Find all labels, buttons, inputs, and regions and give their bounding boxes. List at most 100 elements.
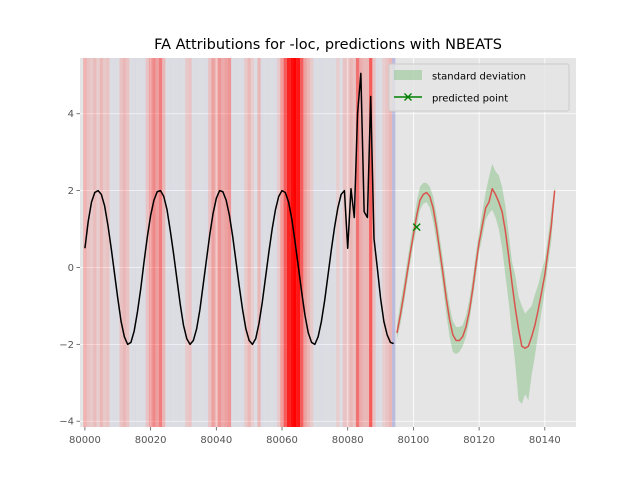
attribution-band xyxy=(329,58,333,427)
x-tick-label: 80040 xyxy=(200,435,232,446)
attribution-band xyxy=(260,58,264,427)
attribution-band xyxy=(263,58,268,427)
attribution-band xyxy=(355,58,360,427)
attribution-band xyxy=(99,58,103,427)
attribution-bands xyxy=(83,58,396,427)
attribution-band xyxy=(254,58,258,427)
attribution-band xyxy=(158,58,163,427)
attribution-band xyxy=(135,58,140,427)
attribution-band xyxy=(227,58,232,427)
plot-area xyxy=(80,58,576,427)
attribution-band xyxy=(319,58,324,427)
attribution-band xyxy=(102,58,107,427)
attribution-band xyxy=(309,58,314,427)
attribution-band xyxy=(323,58,327,427)
series-lines xyxy=(84,72,556,349)
attribution-band xyxy=(191,58,195,427)
attribution-band xyxy=(188,58,192,427)
attribution-band xyxy=(86,58,90,427)
attribution-band xyxy=(277,58,281,427)
attribution-band xyxy=(224,58,228,427)
y-tick-label: −2 xyxy=(59,340,74,351)
attribution-band xyxy=(273,58,278,427)
attribution-band xyxy=(283,58,287,427)
x-tick-label: 80100 xyxy=(397,435,429,446)
attribution-band xyxy=(162,58,166,427)
attribution-band xyxy=(267,58,271,427)
legend: standard deviation predicted point xyxy=(388,63,570,112)
attribution-band xyxy=(122,58,126,427)
x-axis-ticks: 80000 80020 80040 80060 80080 80100 80120 80140 xyxy=(69,427,561,446)
attribution-band xyxy=(378,58,383,427)
attribution-band xyxy=(89,58,94,427)
attribution-band xyxy=(240,58,245,427)
attribution-band xyxy=(392,58,396,427)
attribution-band xyxy=(300,58,304,427)
attribution-band xyxy=(171,58,176,427)
attribution-band xyxy=(106,58,110,427)
attribution-band xyxy=(155,58,159,427)
legend-frame xyxy=(388,63,570,112)
attribution-band xyxy=(112,58,117,427)
x-tick-label: 80000 xyxy=(69,435,101,446)
attribution-band xyxy=(247,58,251,427)
attribution-band xyxy=(208,58,212,427)
legend-point-swatch-marker xyxy=(404,93,412,101)
attribution-band xyxy=(250,58,255,427)
attribution-band xyxy=(148,58,153,427)
attribution-band xyxy=(303,58,307,427)
attribution-band xyxy=(211,58,215,427)
attribution-band xyxy=(375,58,379,427)
attribution-band xyxy=(129,58,133,427)
x-tick-label: 80080 xyxy=(332,435,364,446)
x-tick-label: 80120 xyxy=(463,435,495,446)
attribution-band xyxy=(342,58,347,427)
attribution-band xyxy=(125,58,130,427)
attribution-band xyxy=(175,58,179,427)
attribution-band xyxy=(332,58,337,427)
attribution-band xyxy=(109,58,113,427)
attribution-band xyxy=(116,58,120,427)
attribution-band xyxy=(142,58,146,427)
attribution-band xyxy=(194,58,199,427)
x-tick-label: 80140 xyxy=(529,435,561,446)
history-line xyxy=(84,72,394,346)
y-tick-label: 0 xyxy=(68,263,74,274)
attribution-band xyxy=(201,58,205,427)
attribution-band xyxy=(119,58,123,427)
attribution-band xyxy=(145,58,149,427)
attribution-band xyxy=(217,58,222,427)
attribution-band xyxy=(336,58,340,427)
attribution-band xyxy=(369,58,373,427)
attribution-band xyxy=(231,58,235,427)
attribution-band xyxy=(139,58,143,427)
attribution-band xyxy=(270,58,274,427)
attribution-band xyxy=(204,58,209,427)
attribution-band xyxy=(178,58,182,427)
y-tick-label: 4 xyxy=(68,109,74,120)
x-tick-label: 80060 xyxy=(266,435,298,446)
prediction-line xyxy=(396,187,556,349)
attribution-band xyxy=(168,58,172,427)
attribution-band xyxy=(181,58,186,427)
y-tick-label: −4 xyxy=(59,417,74,428)
attribution-band xyxy=(388,58,393,427)
attribution-band xyxy=(286,58,291,427)
legend-std-swatch xyxy=(394,70,422,80)
predicted-point-markers xyxy=(412,223,421,232)
attribution-band xyxy=(185,58,189,427)
attribution-band xyxy=(257,58,261,427)
attribution-band xyxy=(352,58,356,427)
attribution-band xyxy=(316,58,320,427)
attribution-band xyxy=(198,58,202,427)
attribution-band xyxy=(339,58,343,427)
attribution-band xyxy=(221,58,225,427)
predicted-point-marker xyxy=(412,223,421,232)
attribution-band xyxy=(165,58,169,427)
y-tick-label: 2 xyxy=(68,186,74,197)
attribution-band xyxy=(96,58,100,427)
attribution-band xyxy=(296,58,301,427)
attribution-band xyxy=(280,58,284,427)
legend-marker-stroke xyxy=(404,93,412,101)
